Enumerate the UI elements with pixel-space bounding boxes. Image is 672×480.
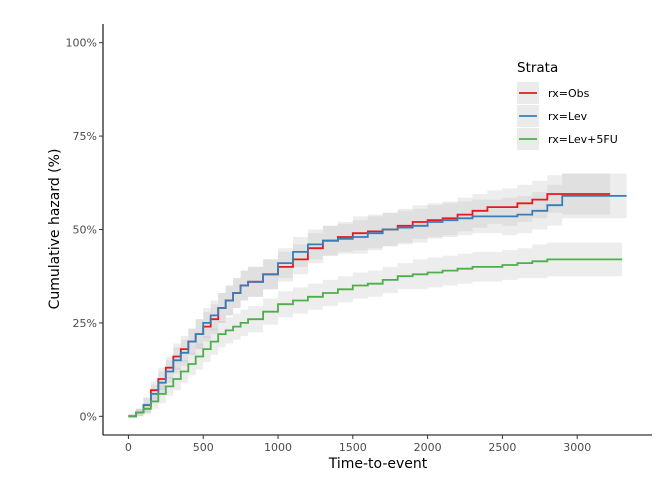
x-tick-label: 500: [193, 441, 214, 454]
legend-title: Strata: [517, 60, 558, 76]
x-axis-title: Time-to-event: [328, 456, 428, 472]
x-tick-label: 3000: [563, 441, 591, 454]
legend-label-rx-lev: rx=Lev: [548, 110, 588, 123]
y-axis-title: Cumulative hazard (%): [47, 149, 63, 310]
x-axis-ticks: 0 500 1000 1500 2000 2500 3000: [125, 435, 591, 454]
legend-label-rx-obs: rx=Obs: [548, 87, 590, 100]
legend: Strata rx=Obs rx=Lev rx=Lev+5FU: [517, 60, 618, 150]
legend-label-rx-lev-5fu: rx=Lev+5FU: [548, 133, 618, 146]
y-tick-label: 0%: [80, 410, 97, 423]
x-tick-label: 1000: [264, 441, 292, 454]
y-tick-label: 100%: [66, 37, 97, 50]
series-lines: [128, 193, 627, 418]
y-tick-label: 50%: [73, 224, 97, 237]
x-tick-label: 1500: [339, 441, 367, 454]
x-tick-label: 0: [125, 441, 132, 454]
y-tick-label: 75%: [73, 130, 97, 143]
series-line-rx-lev-5fu: [128, 258, 623, 418]
x-tick-label: 2500: [488, 441, 516, 454]
series-line-rx-lev: [128, 195, 627, 418]
y-axis-ticks: 0% 25% 50% 75% 100%: [66, 37, 103, 423]
y-tick-label: 25%: [73, 317, 97, 330]
band-rx-lev: [128, 173, 627, 417]
x-tick-label: 2000: [414, 441, 442, 454]
